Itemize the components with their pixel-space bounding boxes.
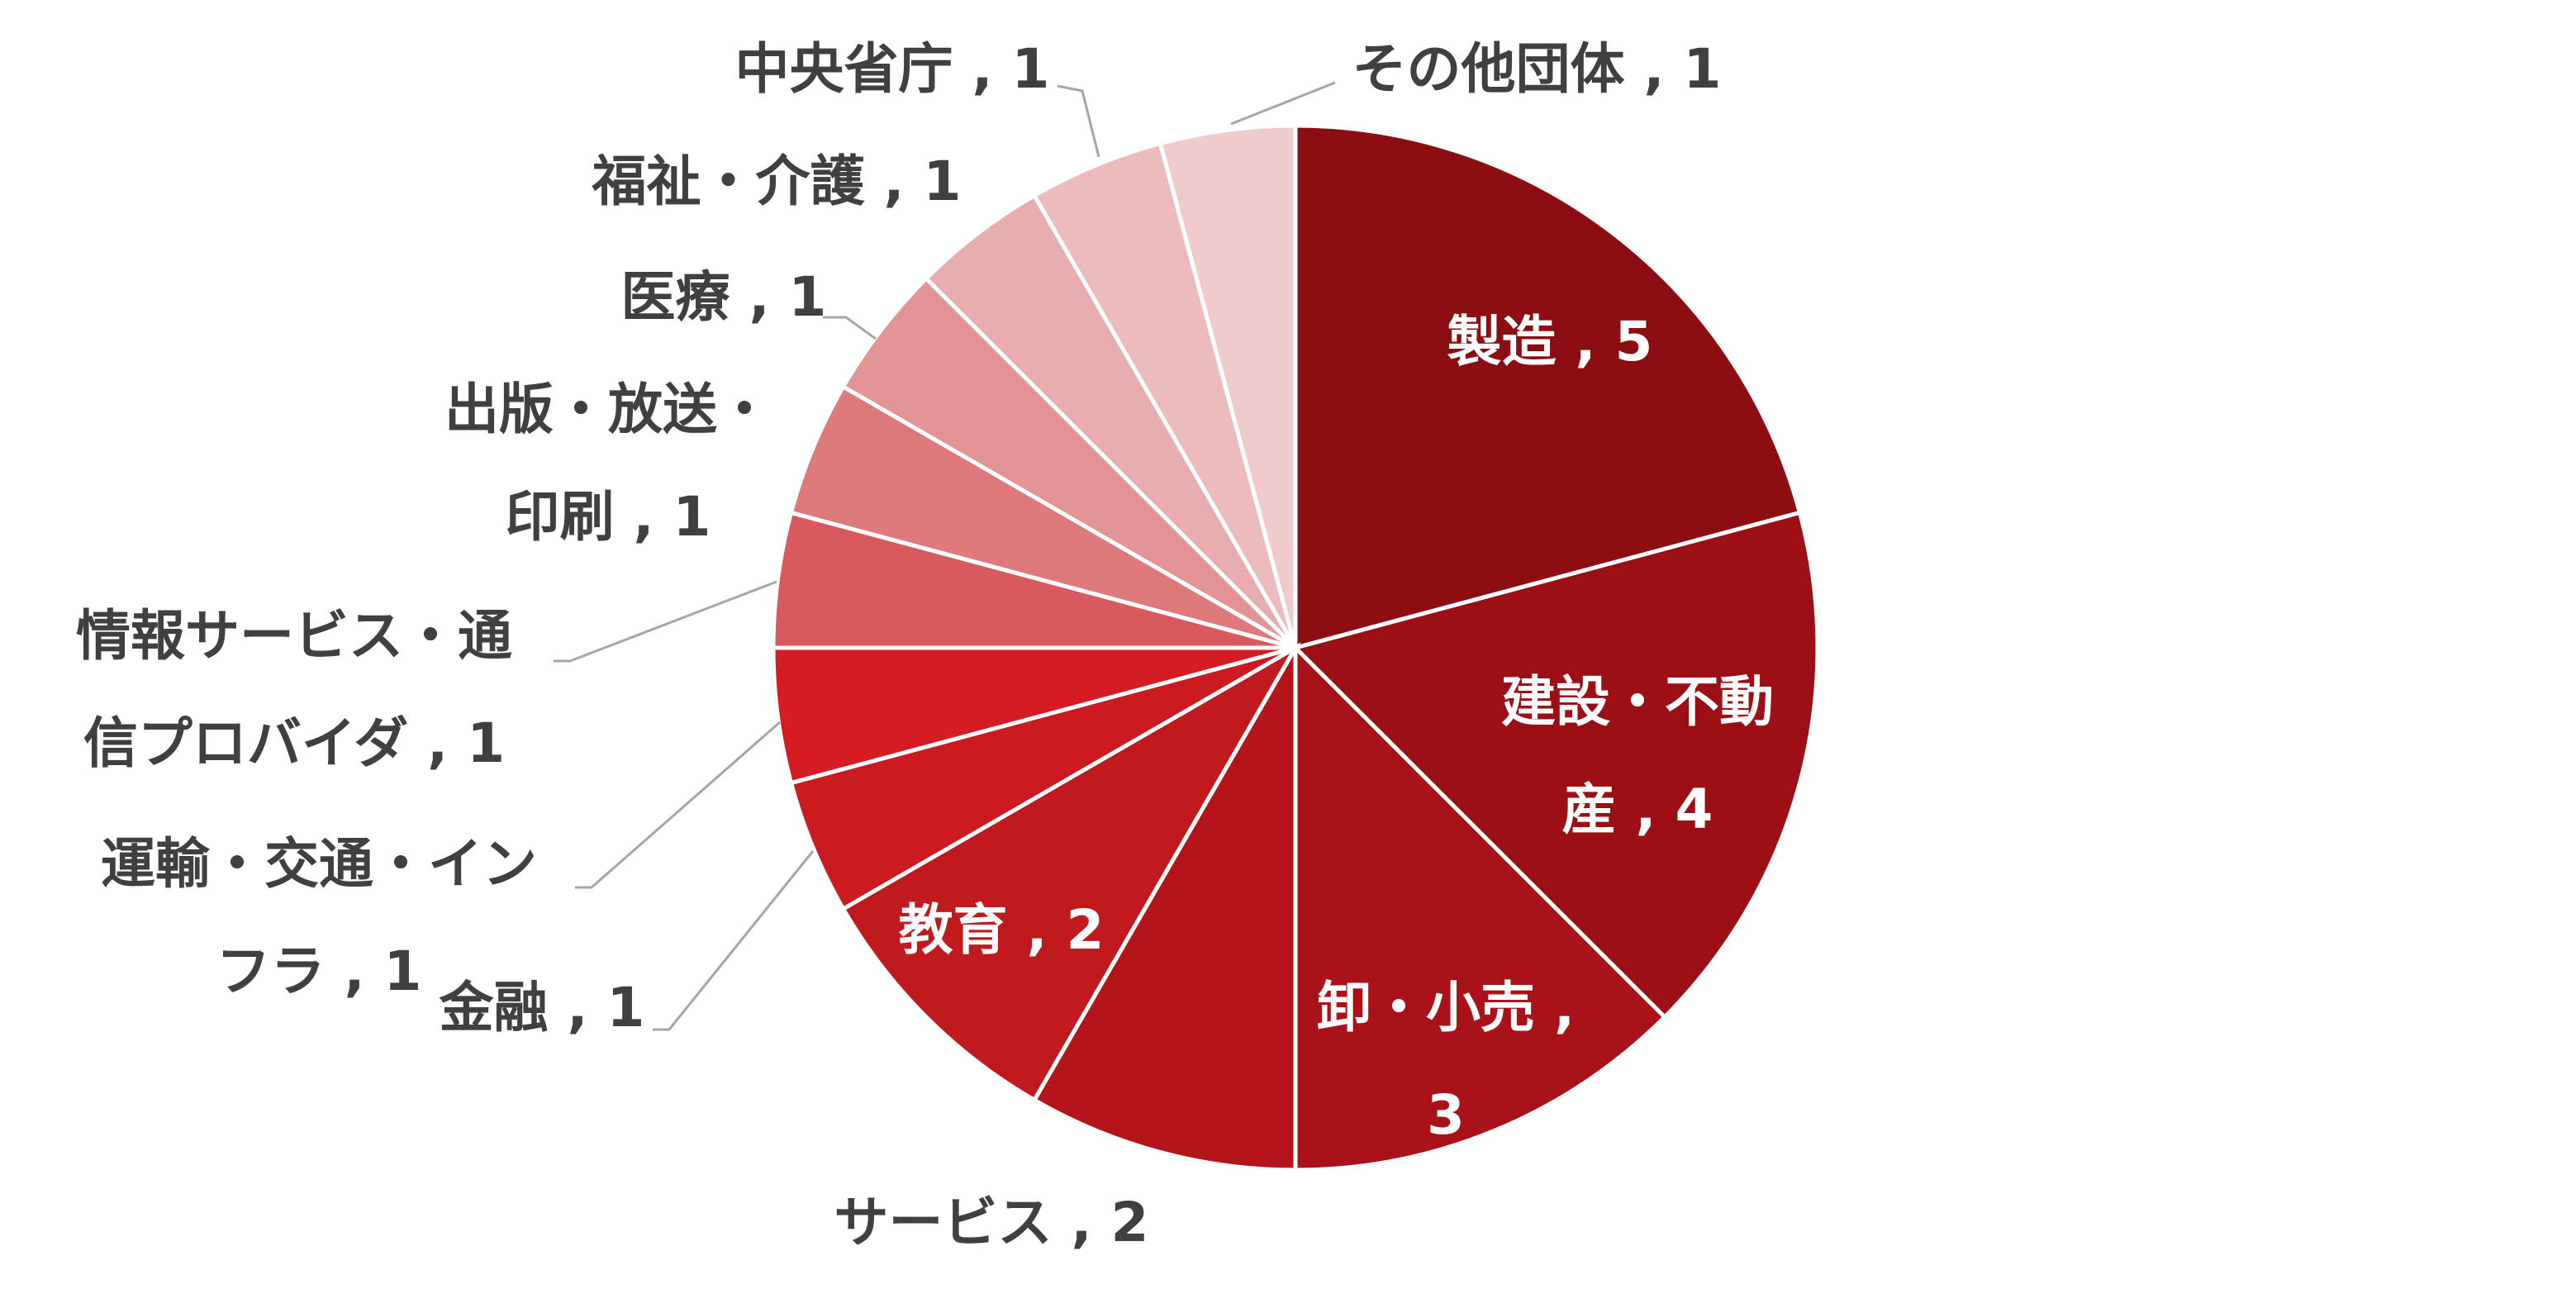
value-label: 5 xyxy=(1614,310,1653,373)
category-name: 情報サービス・通信プロバイダ xyxy=(76,604,512,775)
separator: , xyxy=(1007,898,1067,962)
slice xyxy=(840,642,1301,1103)
slice-label: 出版・放送・印刷 , 1 xyxy=(430,356,786,571)
leader-line xyxy=(653,850,815,1031)
slice-label: 卸・小売 , 3 xyxy=(1305,954,1586,1169)
slice-label: その他団体 , 1 xyxy=(1352,16,1722,123)
value-label: 1 xyxy=(1683,37,1722,101)
separator: , xyxy=(325,939,384,1003)
category-name: 出版・放送・印刷 xyxy=(444,378,772,549)
separator: , xyxy=(1052,1191,1111,1254)
category-name: サービス xyxy=(834,1191,1053,1254)
leader-line xyxy=(575,721,781,889)
value-label: 1 xyxy=(673,485,711,549)
slice-label: 医療 , 1 xyxy=(621,244,827,351)
leader-lines xyxy=(554,81,1336,1031)
category-name: 金融 xyxy=(439,976,549,1039)
slice-label: 中央省庁 , 1 xyxy=(735,16,1050,123)
value-label: 1 xyxy=(606,976,645,1039)
value-label: 2 xyxy=(1110,1191,1149,1254)
value-label: 1 xyxy=(923,150,962,213)
slice-label: 情報サービス・通信プロバイダ , 1 xyxy=(55,583,534,797)
separator: , xyxy=(614,485,673,549)
slice-label: 製造 , 5 xyxy=(1447,288,1653,396)
category-name: 建設・不動産 xyxy=(1501,670,1774,841)
slice-label: 金融 , 1 xyxy=(440,954,645,1062)
leader-line xyxy=(554,580,777,663)
separator: , xyxy=(1534,976,1576,1039)
category-name: 福祉・介護 xyxy=(592,150,865,213)
slice xyxy=(1293,642,1668,1172)
value-label: 1 xyxy=(467,711,506,775)
slice xyxy=(1293,123,1803,651)
category-name: 製造 xyxy=(1447,310,1557,373)
category-name: 中央省庁 xyxy=(734,37,953,101)
separator: , xyxy=(408,711,468,775)
slice-label: 福祉・介護 , 1 xyxy=(592,128,962,235)
category-name: 医療 xyxy=(620,265,730,329)
category-name: 卸・小売 xyxy=(1316,976,1535,1039)
slice xyxy=(1157,123,1298,649)
slice-label: 運輸・交通・インフラ , 1 xyxy=(79,811,558,1025)
slice xyxy=(1031,640,1298,1172)
separator: , xyxy=(1556,310,1615,373)
separator: , xyxy=(730,265,789,329)
category-name: 教育 xyxy=(898,898,1008,962)
separator: , xyxy=(548,976,607,1039)
leader-line xyxy=(1230,81,1336,126)
separator: , xyxy=(1624,37,1684,101)
leader-line xyxy=(1057,84,1100,158)
separator: , xyxy=(1616,778,1675,841)
slices xyxy=(771,123,1820,1172)
value-label: 4 xyxy=(1675,778,1713,841)
value-label: 3 xyxy=(1427,1083,1465,1147)
separator: , xyxy=(864,150,924,213)
slice-label: 建設・不動産 , 4 xyxy=(1489,649,1786,863)
value-label: 1 xyxy=(1011,37,1050,101)
slice-label: サービス , 2 xyxy=(834,1169,1149,1277)
separator: , xyxy=(953,37,1012,101)
slice xyxy=(1291,510,1820,1020)
category-name: 運輸・交通・インフラ xyxy=(101,832,537,1003)
slice-label: 教育 , 2 xyxy=(899,877,1105,984)
value-label: 1 xyxy=(788,265,827,329)
category-name: その他団体 xyxy=(1352,37,1625,101)
value-label: 1 xyxy=(383,939,422,1003)
leader-line xyxy=(823,316,877,340)
value-label: 2 xyxy=(1066,898,1105,962)
